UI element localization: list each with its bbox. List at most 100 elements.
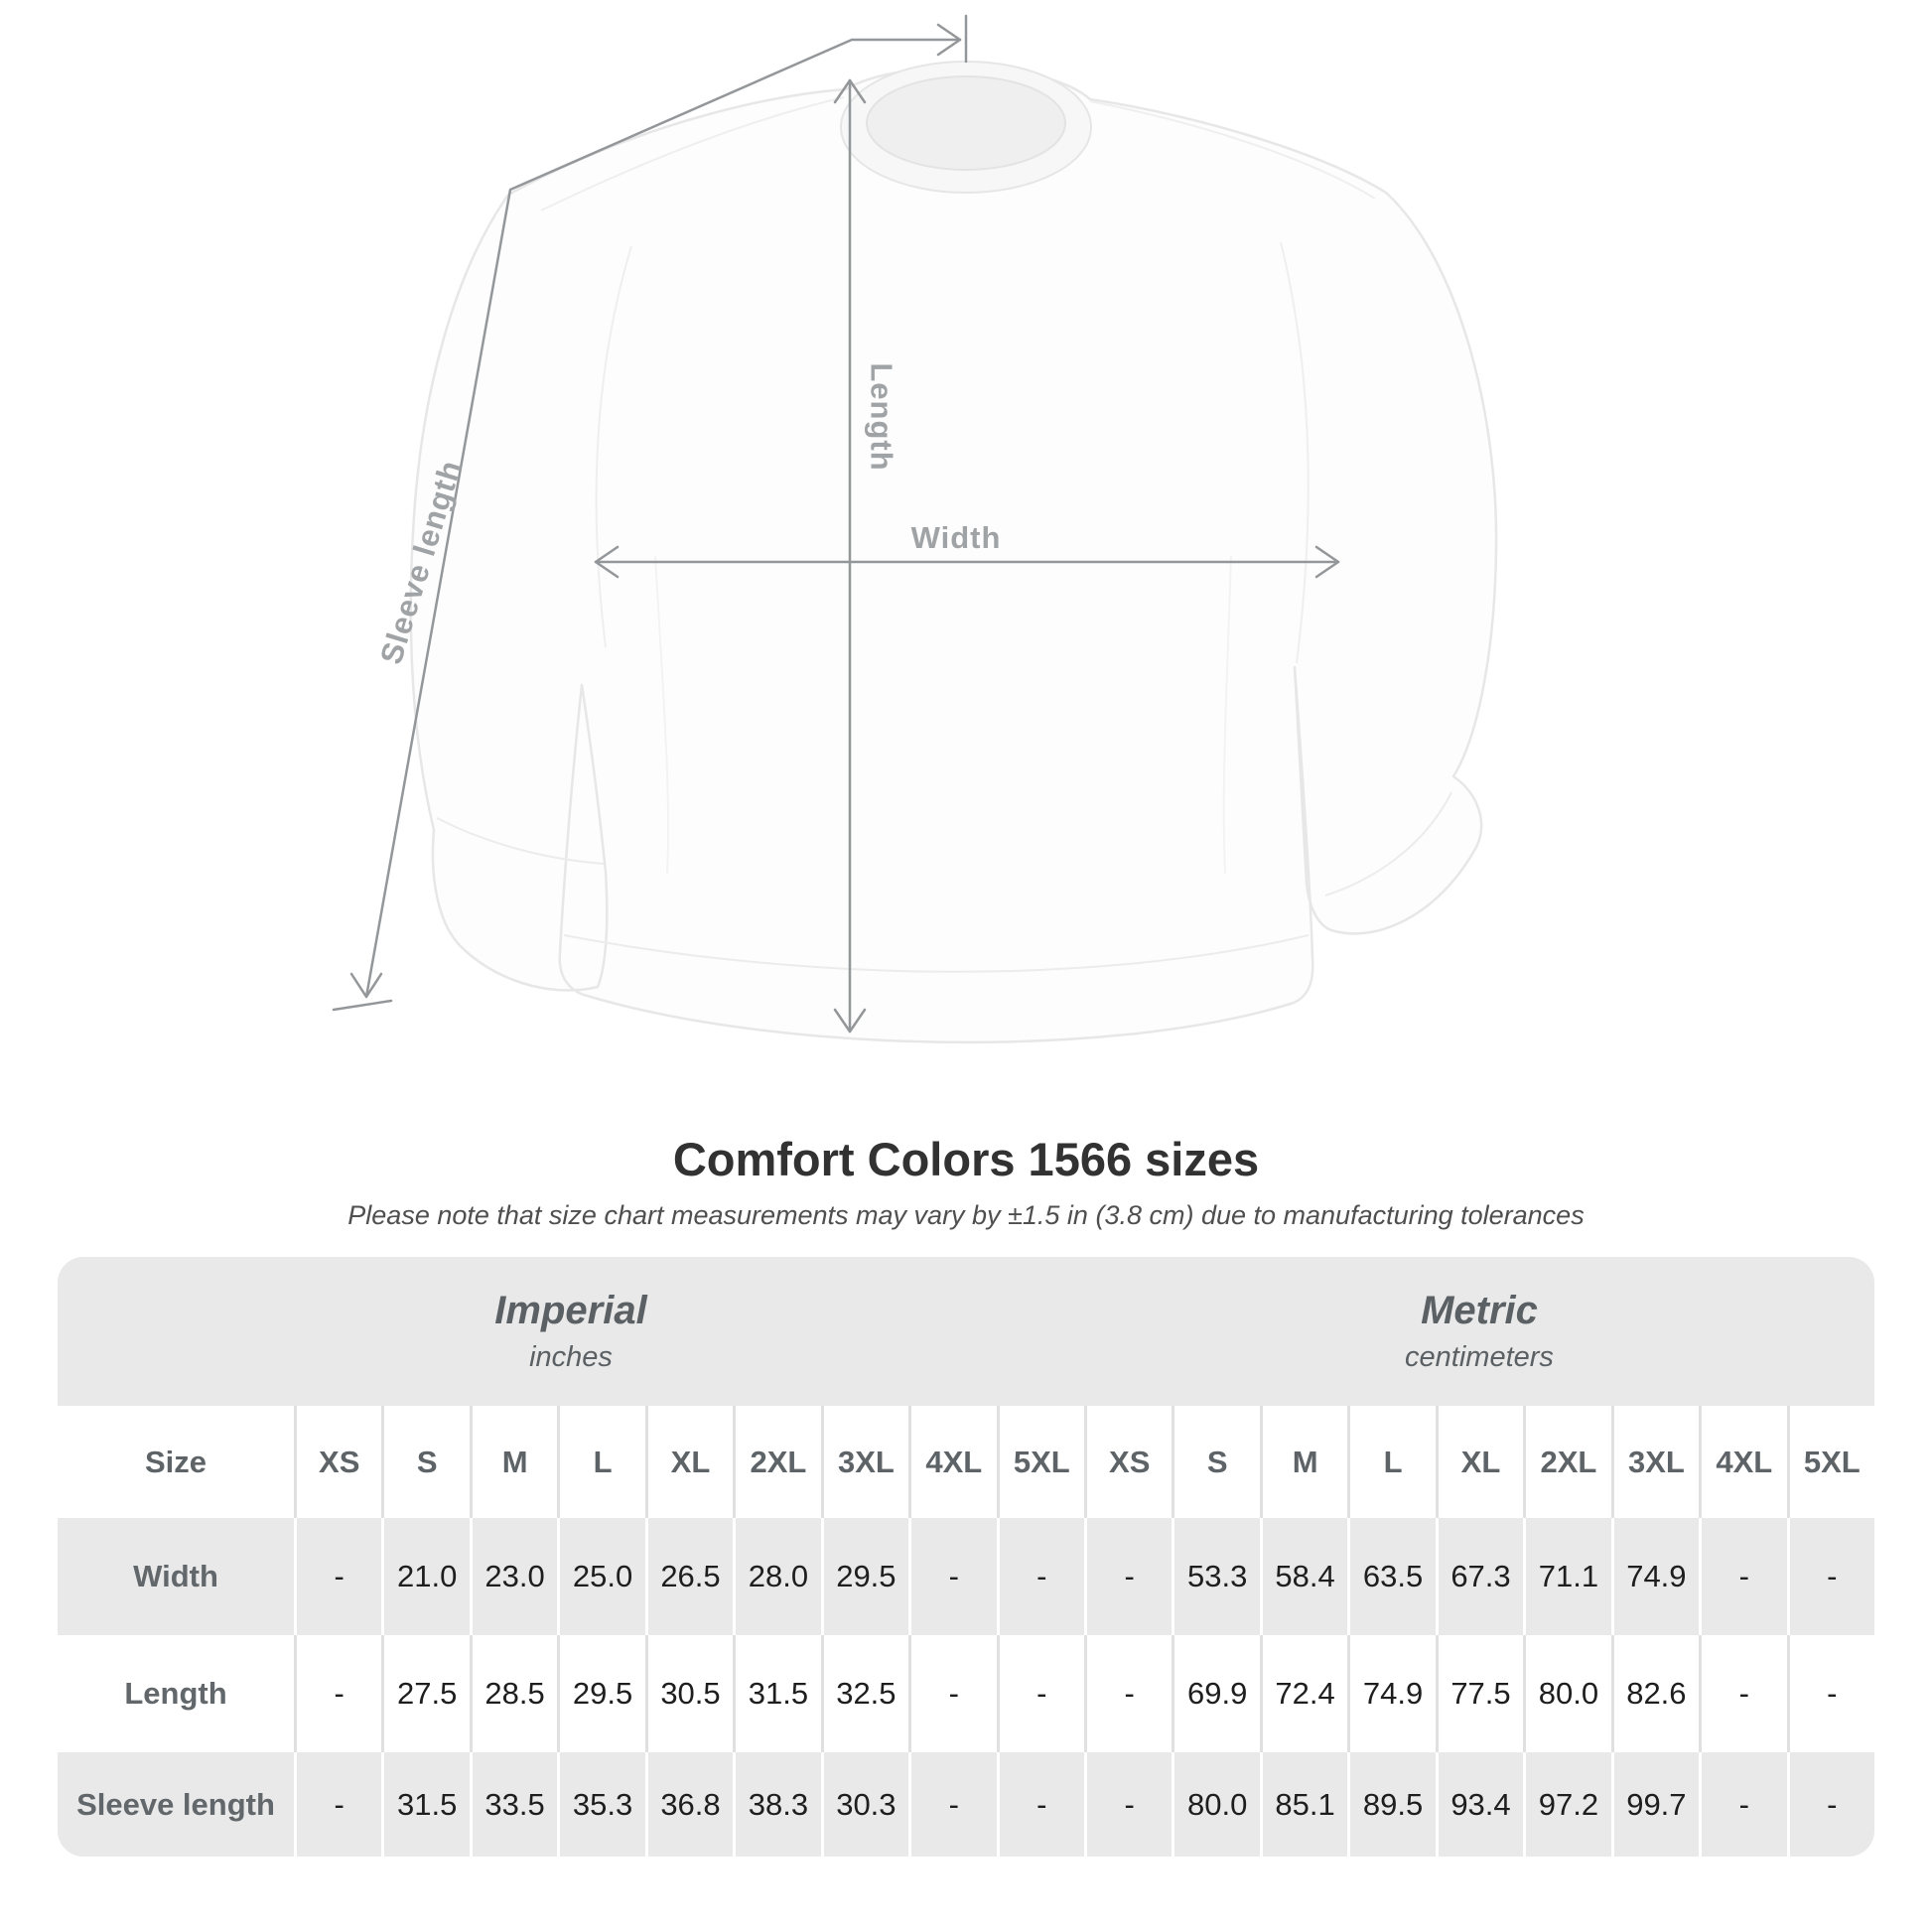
size-header-metric: XS — [1083, 1406, 1173, 1518]
measurement-value-cell: 74.9 — [1610, 1518, 1700, 1635]
measurement-value-cell: - — [1699, 1518, 1787, 1635]
measurement-value-cell: - — [294, 1518, 382, 1635]
size-header-metric: 5XL — [1786, 1406, 1874, 1518]
imperial-unit: inches — [529, 1341, 613, 1373]
measurement-value-cell: 30.3 — [820, 1752, 909, 1857]
dimension-end-tick — [332, 999, 393, 1012]
measurement-value-cell: 85.1 — [1259, 1752, 1348, 1857]
measurement-value-cell: 33.5 — [469, 1752, 558, 1857]
size-column-header: Size — [58, 1406, 294, 1518]
measurement-value-cell: - — [996, 1752, 1084, 1857]
measurement-value-cell: 29.5 — [557, 1635, 645, 1752]
measurement-value-cell: 31.5 — [381, 1752, 470, 1857]
measurement-value-cell: - — [294, 1635, 382, 1752]
metric-title: Metric — [1421, 1289, 1538, 1332]
armhole-seam-left — [595, 245, 632, 648]
width-label: Width — [911, 520, 1002, 555]
measurement-value-cell: 36.8 — [644, 1752, 734, 1857]
imperial-title: Imperial — [494, 1289, 647, 1332]
length-label: Length — [865, 362, 899, 471]
size-header-metric: 2XL — [1523, 1406, 1611, 1518]
size-header-metric: L — [1347, 1406, 1436, 1518]
measurement-value-cell: 28.5 — [469, 1635, 558, 1752]
cuff-seam-right — [1324, 791, 1452, 897]
waistband-seam — [563, 934, 1310, 973]
metric-unit: centimeters — [1405, 1341, 1554, 1373]
fabric-wrinkle — [1222, 555, 1232, 875]
arrowhead-up — [833, 78, 867, 104]
arrowhead-right — [936, 23, 962, 57]
product-diagram: Length Width Sleeve length — [332, 14, 1498, 1044]
size-header-imperial: 2XL — [733, 1406, 821, 1518]
row-label-cell: Sleeve length — [58, 1752, 294, 1857]
measurement-value-cell: 29.5 — [820, 1518, 909, 1635]
measurement-value-cell: - — [1699, 1635, 1787, 1752]
measurement-value-cell: 80.0 — [1172, 1752, 1260, 1857]
measurement-value-cell: - — [908, 1518, 997, 1635]
measurement-value-cell: - — [294, 1752, 382, 1857]
size-header-metric: M — [1259, 1406, 1348, 1518]
sleeve-dimension-line — [332, 14, 968, 1012]
size-header-imperial: XS — [294, 1406, 382, 1518]
shoulder-seam-right — [1089, 100, 1376, 200]
measurement-value-cell: - — [1083, 1518, 1173, 1635]
measurement-value-cell: 25.0 — [557, 1518, 645, 1635]
size-header-imperial: 4XL — [908, 1406, 997, 1518]
sweatshirt-illustration: Length Width Sleeve length — [332, 14, 1498, 1044]
measurement-value-cell: 82.6 — [1610, 1635, 1700, 1752]
fabric-wrinkle — [654, 555, 670, 875]
measurement-value-cell: 63.5 — [1347, 1518, 1436, 1635]
measurement-value-cell: 30.5 — [644, 1635, 734, 1752]
measurement-value-cell: 35.3 — [557, 1752, 645, 1857]
size-chart-table: Imperial inches Metric centimeters Size X… — [58, 1257, 1874, 1857]
measurement-value-cell: 72.4 — [1259, 1635, 1348, 1752]
measurement-value-cell: - — [996, 1518, 1084, 1635]
imperial-header-group: Imperial inches — [58, 1257, 1084, 1406]
measurement-value-cell: - — [996, 1635, 1084, 1752]
measurement-value-cell: - — [1786, 1752, 1874, 1857]
length-dimension-line — [833, 78, 867, 1034]
size-header-imperial: S — [381, 1406, 470, 1518]
measurement-value-cell: 93.4 — [1435, 1752, 1524, 1857]
arrowhead-down — [833, 1008, 867, 1034]
measurement-value-cell: - — [908, 1635, 997, 1752]
measurement-value-cell: 80.0 — [1523, 1635, 1611, 1752]
size-header-imperial: L — [557, 1406, 645, 1518]
measurement-value-cell: 53.3 — [1172, 1518, 1260, 1635]
size-header-metric: 3XL — [1610, 1406, 1700, 1518]
collar-opening — [866, 75, 1066, 171]
arrowhead-left — [594, 545, 620, 579]
measurement-value-cell: 31.5 — [733, 1635, 821, 1752]
cuff-seam-left — [436, 817, 605, 865]
arrowhead-right — [1314, 545, 1340, 579]
page-title: Comfort Colors 1566 sizes — [672, 1133, 1260, 1185]
measurement-value-cell: 58.4 — [1259, 1518, 1348, 1635]
measurement-value-cell: - — [1786, 1518, 1874, 1635]
measurement-value-cell: 38.3 — [733, 1752, 821, 1857]
tolerance-note: Please note that size chart measurements… — [347, 1200, 1585, 1230]
measurement-value-cell: 23.0 — [469, 1518, 558, 1635]
measurement-value-cell: 99.7 — [1610, 1752, 1700, 1857]
measurement-value-cell: - — [1083, 1752, 1173, 1857]
row-label-cell: Length — [58, 1635, 294, 1752]
armhole-seam-right — [1280, 241, 1310, 664]
measurement-value-cell: 77.5 — [1435, 1635, 1524, 1752]
size-header-imperial: M — [469, 1406, 558, 1518]
size-chart-grid: Imperial inches Metric centimeters Size X… — [58, 1257, 1874, 1857]
measurement-value-cell: 26.5 — [644, 1518, 734, 1635]
measurement-value-cell: 69.9 — [1172, 1635, 1260, 1752]
measurement-value-cell: 28.0 — [733, 1518, 821, 1635]
measurement-value-cell: 27.5 — [381, 1635, 470, 1752]
size-header-imperial: 3XL — [820, 1406, 909, 1518]
size-header-imperial: XL — [644, 1406, 734, 1518]
measurement-value-cell: 32.5 — [820, 1635, 909, 1752]
size-header-imperial: 5XL — [996, 1406, 1084, 1518]
measurement-value-cell: 97.2 — [1523, 1752, 1611, 1857]
metric-header-group: Metric centimeters — [1083, 1257, 1874, 1406]
measurement-value-cell: 74.9 — [1347, 1635, 1436, 1752]
size-header-metric: S — [1172, 1406, 1260, 1518]
measurement-value-cell: - — [1699, 1752, 1787, 1857]
width-dimension-line — [594, 545, 1340, 579]
measurement-value-cell: - — [908, 1752, 997, 1857]
